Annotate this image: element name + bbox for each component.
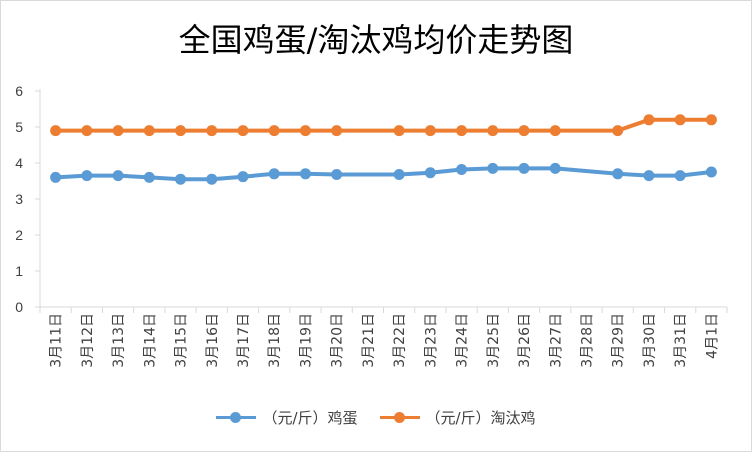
legend-label: （元/斤）鸡蛋 xyxy=(262,409,358,427)
data-point xyxy=(674,114,686,126)
legend-swatch-marker xyxy=(393,411,405,423)
data-point xyxy=(424,125,436,137)
data-point xyxy=(299,125,311,137)
x-tick-labels: 3月11日 3月12日 3月13日 3月14日 3月15日 3月16日 3月17日 3月18日… xyxy=(49,313,721,368)
data-point xyxy=(643,170,655,182)
data-point xyxy=(81,170,93,182)
data-point xyxy=(206,173,218,185)
data-point xyxy=(50,125,62,137)
data-point xyxy=(268,168,280,180)
y-tick-label: 3 xyxy=(15,191,23,207)
x-tick-label: 3月25日 xyxy=(486,313,502,368)
data-point xyxy=(237,125,249,137)
x-tick-label: 3月13日 xyxy=(111,313,127,368)
legend-label: （元/斤）淘汰鸡 xyxy=(425,409,536,427)
data-point xyxy=(112,170,124,182)
data-point xyxy=(175,173,187,185)
x-tick-label: 3月30日 xyxy=(642,313,658,368)
data-point xyxy=(518,125,530,137)
x-tick-label: 3月26日 xyxy=(517,313,533,368)
data-point xyxy=(456,163,468,175)
x-tick-label: 3月31日 xyxy=(673,313,689,368)
data-point xyxy=(268,125,280,137)
x-tick-label: 3月27日 xyxy=(548,313,564,368)
data-point xyxy=(143,125,155,137)
legend-item-2: （元/斤）淘汰鸡 xyxy=(379,407,536,428)
data-point xyxy=(705,166,717,178)
data-point xyxy=(81,125,93,137)
legend-item-1: （元/斤）鸡蛋 xyxy=(216,407,358,428)
series-layer xyxy=(50,114,717,185)
x-tick-label: 3月11日 xyxy=(49,313,65,368)
data-point xyxy=(612,168,624,180)
data-point xyxy=(112,125,124,137)
x-tick-label: 3月28日 xyxy=(579,313,595,368)
data-point xyxy=(705,114,717,126)
data-point xyxy=(674,170,686,182)
y-tick-label: 6 xyxy=(15,83,23,99)
x-tick-label: 3月23日 xyxy=(423,313,439,368)
data-point xyxy=(424,167,436,179)
y-tick-labels: 0 1 2 3 4 5 6 xyxy=(15,83,23,315)
x-tick-label: 3月22日 xyxy=(392,313,408,368)
y-tick-label: 4 xyxy=(15,155,23,171)
legend-swatch xyxy=(216,411,257,425)
x-tick-label: 3月24日 xyxy=(455,313,471,368)
data-point xyxy=(237,171,249,183)
x-tick-label: 3月17日 xyxy=(236,313,252,368)
data-point xyxy=(612,125,624,137)
data-point xyxy=(393,125,405,137)
y-tick-label: 5 xyxy=(15,119,23,135)
data-point xyxy=(393,169,405,181)
data-point xyxy=(518,162,530,174)
x-tick-label: 3月18日 xyxy=(267,313,283,368)
data-point xyxy=(331,125,343,137)
y-tick-label: 2 xyxy=(15,227,23,243)
x-tick-label: 4月1日 xyxy=(704,313,720,359)
legend-swatch-marker xyxy=(230,411,242,423)
legend-swatch xyxy=(379,411,420,425)
data-point xyxy=(299,168,311,180)
x-tick-label: 3月19日 xyxy=(298,313,314,368)
x-tick-label: 3月29日 xyxy=(611,313,627,368)
y-tick-label: 0 xyxy=(15,299,23,315)
data-point xyxy=(331,169,343,181)
legend: （元/斤）鸡蛋 （元/斤）淘汰鸡 xyxy=(1,407,751,428)
data-point xyxy=(643,114,655,126)
y-tick-label: 1 xyxy=(15,263,23,279)
chart-title: 全国鸡蛋/淘汰鸡均价走势图 xyxy=(178,21,574,59)
x-tick-label: 3月21日 xyxy=(361,313,377,368)
data-point xyxy=(456,125,468,137)
x-tick-label: 3月12日 xyxy=(80,313,96,368)
data-point xyxy=(487,162,499,174)
data-point xyxy=(143,171,155,183)
data-point xyxy=(549,162,561,174)
data-point xyxy=(50,171,62,183)
x-tick-label: 3月15日 xyxy=(174,313,190,368)
x-tick-label: 3月14日 xyxy=(142,313,158,368)
axes xyxy=(35,89,728,313)
data-point xyxy=(549,125,561,137)
data-point xyxy=(175,125,187,137)
data-point xyxy=(206,125,218,137)
x-tick-label: 3月16日 xyxy=(205,313,221,368)
data-point xyxy=(487,125,499,137)
x-tick-label: 3月20日 xyxy=(330,313,346,368)
